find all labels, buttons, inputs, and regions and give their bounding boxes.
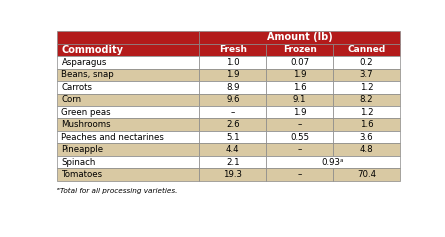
Text: Commodity: Commodity bbox=[61, 45, 124, 55]
Text: 0.07: 0.07 bbox=[290, 58, 309, 67]
Bar bbox=[266, 81, 333, 94]
Text: 4.8: 4.8 bbox=[360, 145, 373, 154]
Text: –: – bbox=[297, 170, 302, 179]
Bar bbox=[57, 81, 199, 94]
Text: 4.4: 4.4 bbox=[226, 145, 240, 154]
Text: Peaches and nectarines: Peaches and nectarines bbox=[61, 133, 164, 142]
Bar bbox=[199, 68, 266, 81]
Bar bbox=[266, 56, 333, 68]
Text: 3.7: 3.7 bbox=[360, 70, 373, 79]
Bar bbox=[266, 156, 400, 168]
Text: –: – bbox=[297, 120, 302, 129]
Bar bbox=[266, 131, 333, 143]
Text: ᵃTotal for all processing varieties.: ᵃTotal for all processing varieties. bbox=[57, 188, 178, 194]
Bar bbox=[57, 156, 199, 168]
Bar bbox=[266, 68, 333, 81]
Bar bbox=[199, 143, 266, 156]
Bar bbox=[333, 131, 400, 143]
Text: 2.6: 2.6 bbox=[226, 120, 240, 129]
Text: Spinach: Spinach bbox=[61, 158, 96, 167]
Bar bbox=[199, 56, 266, 68]
Bar bbox=[266, 143, 333, 156]
Bar bbox=[199, 168, 266, 181]
Bar bbox=[199, 81, 266, 94]
Text: 1.9: 1.9 bbox=[293, 108, 307, 117]
Bar bbox=[333, 106, 400, 118]
Text: 0.55: 0.55 bbox=[290, 133, 309, 142]
Text: 9.6: 9.6 bbox=[226, 95, 239, 104]
Text: 19.3: 19.3 bbox=[223, 170, 243, 179]
Text: Tomatoes: Tomatoes bbox=[61, 170, 103, 179]
Bar bbox=[266, 106, 333, 118]
Bar bbox=[199, 118, 266, 131]
Text: 9.1: 9.1 bbox=[293, 95, 307, 104]
Text: 1.6: 1.6 bbox=[293, 83, 307, 92]
Text: Fresh: Fresh bbox=[219, 45, 247, 54]
Bar bbox=[266, 168, 333, 181]
Text: 1.2: 1.2 bbox=[360, 83, 373, 92]
Bar bbox=[333, 94, 400, 106]
Bar bbox=[199, 131, 266, 143]
Bar bbox=[57, 56, 199, 68]
Text: Amount (lb): Amount (lb) bbox=[267, 32, 332, 42]
Bar bbox=[57, 106, 199, 118]
Bar bbox=[266, 118, 333, 131]
Bar bbox=[199, 94, 266, 106]
Bar bbox=[57, 31, 199, 44]
Text: Pineapple: Pineapple bbox=[61, 145, 104, 154]
Bar bbox=[57, 168, 199, 181]
Bar bbox=[199, 156, 266, 168]
Bar bbox=[333, 68, 400, 81]
Text: Canned: Canned bbox=[347, 45, 385, 54]
Text: Beans, snap: Beans, snap bbox=[61, 70, 114, 79]
Text: 8.2: 8.2 bbox=[360, 95, 373, 104]
Text: 1.9: 1.9 bbox=[293, 70, 307, 79]
Bar bbox=[57, 131, 199, 143]
Bar bbox=[333, 81, 400, 94]
Text: 0.93ᵃ: 0.93ᵃ bbox=[322, 158, 344, 167]
Text: 8.9: 8.9 bbox=[226, 83, 239, 92]
Text: 1.9: 1.9 bbox=[226, 70, 239, 79]
Text: 1.6: 1.6 bbox=[360, 120, 373, 129]
Text: 1.2: 1.2 bbox=[360, 108, 373, 117]
Bar bbox=[57, 94, 199, 106]
Bar bbox=[333, 143, 400, 156]
Text: Mushrooms: Mushrooms bbox=[61, 120, 111, 129]
Text: 2.1: 2.1 bbox=[226, 158, 240, 167]
Bar bbox=[57, 143, 199, 156]
Bar bbox=[333, 168, 400, 181]
Text: 70.4: 70.4 bbox=[357, 170, 376, 179]
Text: Asparagus: Asparagus bbox=[61, 58, 107, 67]
Text: Corn: Corn bbox=[61, 95, 81, 104]
Bar bbox=[57, 118, 199, 131]
Text: –: – bbox=[231, 108, 235, 117]
Bar bbox=[333, 118, 400, 131]
Bar bbox=[57, 44, 199, 56]
Bar bbox=[333, 56, 400, 68]
Bar bbox=[266, 94, 333, 106]
Text: Frozen: Frozen bbox=[283, 45, 316, 54]
Text: –: – bbox=[297, 145, 302, 154]
Bar bbox=[199, 31, 400, 44]
Bar bbox=[199, 44, 266, 56]
Text: 5.1: 5.1 bbox=[226, 133, 240, 142]
Bar bbox=[266, 44, 333, 56]
Text: 1.0: 1.0 bbox=[226, 58, 240, 67]
Text: 0.2: 0.2 bbox=[360, 58, 373, 67]
Text: Green peas: Green peas bbox=[61, 108, 111, 117]
Bar bbox=[57, 68, 199, 81]
Bar bbox=[333, 44, 400, 56]
Bar bbox=[199, 106, 266, 118]
Text: 3.6: 3.6 bbox=[360, 133, 373, 142]
Text: Carrots: Carrots bbox=[61, 83, 93, 92]
